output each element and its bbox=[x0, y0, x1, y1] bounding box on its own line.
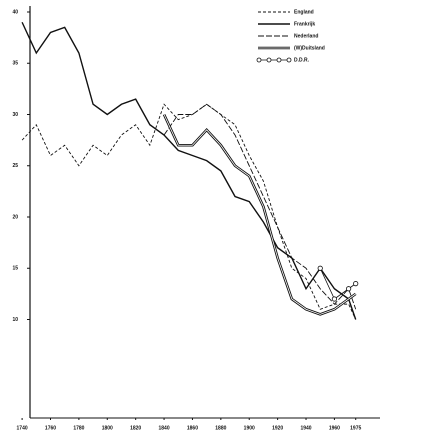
x-tick-label: 1840 bbox=[158, 425, 169, 431]
y-tick-label: 30 bbox=[12, 112, 18, 118]
x-tick-label: 1740 bbox=[17, 425, 28, 431]
legend-label: D.D.R. bbox=[294, 57, 310, 63]
legend-label: Frankrijk bbox=[294, 21, 315, 27]
x-tick-label: 1960 bbox=[329, 425, 340, 431]
x-tick-label: 1920 bbox=[272, 425, 283, 431]
legend-label: England bbox=[294, 9, 314, 15]
x-tick-label: 1900 bbox=[244, 425, 255, 431]
x-tick-label: 1880 bbox=[215, 425, 226, 431]
point bbox=[353, 281, 359, 287]
y-tick-label: 10 bbox=[12, 317, 18, 323]
y-tick-label: 20 bbox=[12, 214, 18, 220]
series-line bbox=[21, 103, 357, 320]
legend-marker bbox=[266, 57, 272, 63]
legend-label: Nederland bbox=[294, 33, 318, 39]
legend-marker bbox=[286, 57, 292, 63]
x-tick-label: 1820 bbox=[130, 425, 141, 431]
legend-marker bbox=[276, 57, 282, 63]
point bbox=[331, 296, 338, 302]
point bbox=[317, 265, 323, 271]
legend-label: (W)Duitsland bbox=[294, 45, 325, 51]
x-tick-label: 1780 bbox=[73, 425, 84, 431]
x-tick-label: 1940 bbox=[300, 425, 311, 431]
y-tick-label: 40 bbox=[12, 9, 18, 15]
x-tick-label: 1760 bbox=[45, 425, 56, 431]
point bbox=[346, 286, 352, 292]
y-tick-label: 35 bbox=[12, 61, 18, 67]
x-tick-label: 1800 bbox=[102, 425, 113, 431]
series-line bbox=[21, 21, 357, 320]
series-line bbox=[319, 268, 356, 300]
x-tick-label: 1860 bbox=[187, 425, 198, 431]
y-tick-label: 25 bbox=[12, 163, 18, 169]
series-line-inner bbox=[163, 114, 356, 315]
x-tick-label: 1975 bbox=[350, 425, 361, 431]
y-tick-label: 15 bbox=[12, 266, 18, 272]
legend-marker bbox=[256, 57, 262, 63]
series-line bbox=[163, 103, 357, 310]
